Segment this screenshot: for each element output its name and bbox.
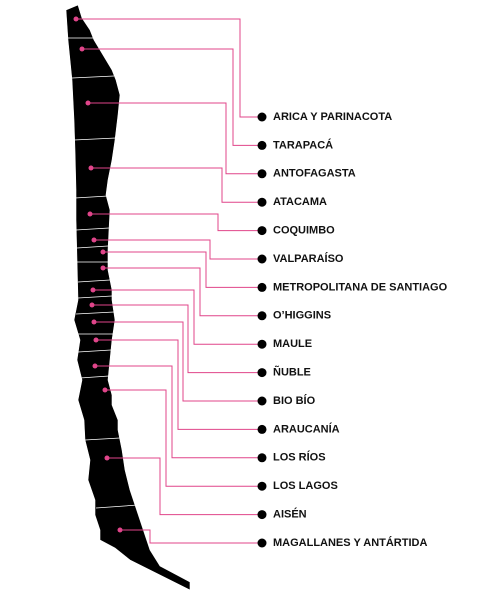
region-label: ATACAMA xyxy=(273,196,327,208)
label-dot xyxy=(257,226,267,236)
leader-line xyxy=(105,389,262,487)
region-label: LOS RÍOS xyxy=(273,451,326,464)
map-point xyxy=(117,527,123,533)
region-label: VALPARAÍSO xyxy=(273,252,344,265)
map-point xyxy=(79,46,85,52)
map-point xyxy=(93,337,99,343)
region-label: METROPOLITANA DE SANTIAGO xyxy=(273,281,448,293)
leader-line xyxy=(96,339,262,430)
leader-line xyxy=(90,213,262,232)
region-label: TARAPACÁ xyxy=(273,138,333,151)
label-dot xyxy=(257,282,267,292)
region-label: MAULE xyxy=(273,338,312,350)
leader-line xyxy=(92,304,262,374)
label-dot xyxy=(257,368,267,378)
map-point xyxy=(89,302,95,308)
label-dot xyxy=(257,254,267,264)
region-label: ANTOFAGASTA xyxy=(273,168,356,180)
map-point xyxy=(102,387,108,393)
region-label: COQUIMBO xyxy=(273,225,335,237)
leader-line xyxy=(91,167,262,203)
leader-line xyxy=(93,289,262,345)
leader-line xyxy=(94,239,262,260)
map-point xyxy=(104,455,110,461)
map-point xyxy=(88,165,94,171)
map-point xyxy=(100,265,106,271)
label-dot xyxy=(257,140,267,150)
leader-line xyxy=(120,529,262,544)
leader-line xyxy=(103,251,262,288)
label-dot xyxy=(257,481,267,491)
leader-line xyxy=(94,321,262,402)
region-label: LOS LAGOS xyxy=(273,480,338,492)
map-point xyxy=(87,211,93,217)
leader-line xyxy=(76,18,262,118)
region-label: ARAUCANÍA xyxy=(273,422,340,435)
region-label: BIO BÍO xyxy=(273,394,316,407)
map-point xyxy=(100,249,106,255)
leader-line xyxy=(95,365,262,459)
label-dot xyxy=(257,538,267,548)
leader-line xyxy=(82,48,262,146)
region-borders xyxy=(68,37,139,509)
map-point xyxy=(85,100,91,106)
chile-map xyxy=(65,4,191,591)
label-dot xyxy=(257,453,267,463)
label-dot xyxy=(257,339,267,349)
map-point xyxy=(73,16,79,22)
label-dot xyxy=(257,311,267,321)
region-label: ARICA Y PARINACOTA xyxy=(273,111,392,123)
leader-lines xyxy=(73,16,262,544)
leader-line xyxy=(107,457,262,516)
region-label: ÑUBLE xyxy=(273,366,311,379)
region-label: AISÉN xyxy=(273,508,307,521)
map-point xyxy=(91,319,97,325)
leader-line xyxy=(103,267,262,317)
region-label: MAGALLANES Y ANTÁRTIDA xyxy=(273,536,427,549)
map-point xyxy=(91,237,97,243)
label-dot xyxy=(257,396,267,406)
label-dot xyxy=(257,510,267,520)
leader-line xyxy=(88,102,262,175)
label-dot xyxy=(257,112,267,122)
map-point xyxy=(90,287,96,293)
country-shape xyxy=(65,4,191,591)
map-point xyxy=(92,363,98,369)
region-labels: ARICA Y PARINACOTA TARAPACÁ ANTOFAGASTA ATA… xyxy=(257,111,448,549)
region-label: O’HIGGINS xyxy=(273,310,331,322)
label-dot xyxy=(257,169,267,179)
label-dot xyxy=(257,424,267,434)
label-dot xyxy=(257,197,267,207)
